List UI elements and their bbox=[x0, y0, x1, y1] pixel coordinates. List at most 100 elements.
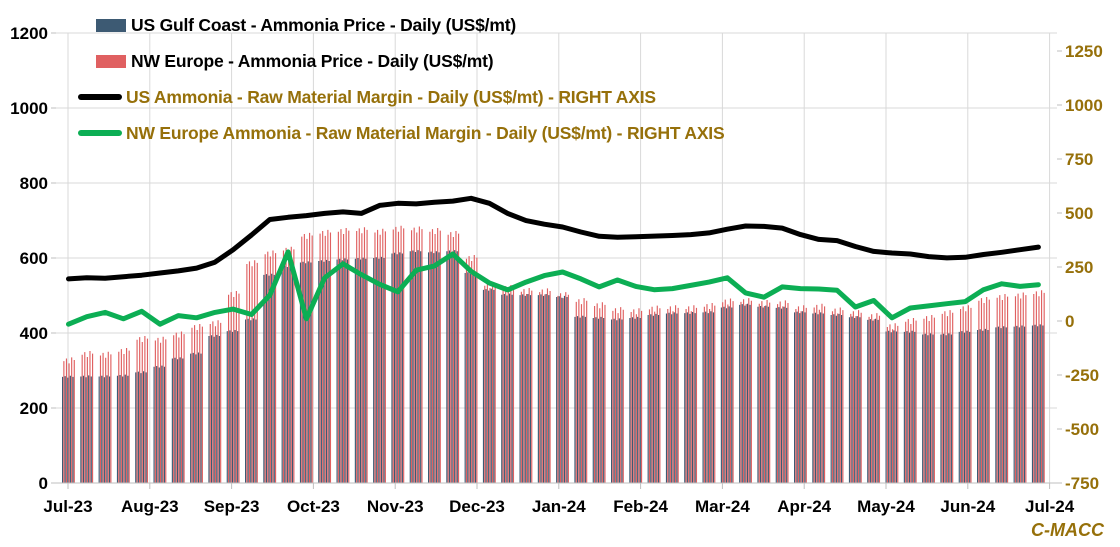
us-price-bar bbox=[1018, 327, 1020, 483]
nw-price-bar bbox=[92, 353, 94, 483]
nw-price-bar bbox=[729, 298, 732, 483]
month-label: Apr-24 bbox=[777, 497, 831, 516]
us-price-bar bbox=[171, 358, 173, 483]
nw-price-bar bbox=[489, 288, 491, 483]
nw-price-bar bbox=[777, 304, 779, 483]
right-axis-tick-label: 0 bbox=[1065, 312, 1074, 331]
nw-price-bar bbox=[196, 330, 198, 483]
nw-price-bar bbox=[871, 314, 873, 483]
nw-price-bar bbox=[165, 339, 167, 483]
month-label: Jul-23 bbox=[43, 497, 92, 516]
us-price-bar bbox=[629, 318, 631, 483]
nw-price-bar bbox=[855, 316, 857, 483]
nw-price-bar bbox=[251, 266, 253, 483]
us-price-bar bbox=[812, 313, 814, 483]
us-price-bar bbox=[394, 252, 396, 483]
nw-price-bar bbox=[473, 255, 475, 483]
nw-price-bar bbox=[740, 301, 742, 483]
nw-price-bar bbox=[724, 299, 726, 483]
nw-price-bar bbox=[748, 298, 750, 483]
us-price-bar bbox=[801, 311, 803, 483]
us-price-bar bbox=[409, 251, 411, 483]
nw-price-bar bbox=[267, 251, 269, 483]
nw-price-bar bbox=[586, 300, 588, 483]
nw-price-bar bbox=[852, 311, 854, 483]
us-price-bar bbox=[323, 261, 325, 483]
us-price-bar bbox=[1034, 324, 1036, 483]
us-price-bar bbox=[82, 375, 85, 483]
us-price-bar bbox=[362, 257, 364, 483]
nw-price-bar bbox=[596, 303, 598, 483]
us-price-bar bbox=[786, 307, 788, 483]
nw-price-bar bbox=[86, 357, 88, 483]
nw-price-bar bbox=[395, 226, 397, 483]
us-price-bar bbox=[265, 274, 268, 483]
us-price-bar bbox=[595, 317, 597, 483]
nw-price-bar bbox=[523, 289, 525, 483]
us-price-bar bbox=[511, 294, 513, 483]
legend-swatch-nw-margin-line bbox=[78, 130, 122, 136]
us-price-bar bbox=[616, 320, 618, 483]
us-price-bar bbox=[859, 317, 861, 483]
us-price-bar bbox=[775, 307, 777, 483]
us-price-bar bbox=[577, 316, 579, 483]
nw-price-bar bbox=[180, 331, 183, 483]
nw-price-bar bbox=[154, 340, 156, 483]
nw-price-bar bbox=[541, 289, 543, 483]
nw-price-bar bbox=[583, 298, 585, 483]
us-price-bar bbox=[469, 273, 471, 483]
us-price-bar bbox=[890, 332, 892, 483]
us-price-bar bbox=[1000, 328, 1002, 483]
us-price-bar bbox=[982, 330, 984, 483]
nw-price-bar bbox=[146, 338, 149, 483]
nw-price-bar bbox=[886, 327, 888, 483]
nw-price-bar bbox=[732, 301, 734, 483]
us-price-bar bbox=[88, 375, 90, 483]
us-price-bar bbox=[190, 353, 192, 483]
nw-price-bar bbox=[217, 320, 219, 483]
nw-price-bar bbox=[403, 228, 405, 483]
nw-price-bar bbox=[944, 311, 946, 483]
nw-price-bar bbox=[303, 234, 305, 483]
nw-price-bar bbox=[418, 226, 420, 483]
us-price-bar bbox=[289, 265, 291, 483]
nw-price-bar bbox=[1014, 296, 1017, 483]
us-price-bar bbox=[760, 306, 762, 483]
nw-price-bar bbox=[630, 312, 632, 483]
nw-price-bar bbox=[967, 305, 969, 483]
nw-price-bar bbox=[256, 262, 258, 483]
nw-price-bar bbox=[894, 323, 896, 483]
us-price-bar bbox=[524, 295, 526, 483]
nw-price-bar bbox=[988, 299, 990, 483]
watermark: C-MACC bbox=[1031, 520, 1104, 540]
us-price-bar bbox=[739, 304, 741, 483]
us-price-bar bbox=[247, 318, 249, 483]
nw-price-bar bbox=[361, 233, 363, 483]
us-price-bar bbox=[932, 334, 934, 483]
left-axis-tick-label: 1000 bbox=[10, 99, 48, 118]
nw-price-bar bbox=[494, 284, 496, 483]
nw-price-bar bbox=[876, 313, 878, 483]
us-price-bar bbox=[1021, 325, 1023, 483]
us-price-bar bbox=[545, 294, 547, 483]
us-price-bar bbox=[163, 366, 166, 483]
us-price-bar bbox=[665, 313, 668, 483]
us-price-bar bbox=[686, 312, 688, 483]
us-price-bar bbox=[556, 297, 558, 483]
nw-price-bar bbox=[397, 231, 400, 483]
nw-price-bar bbox=[690, 311, 692, 483]
us-price-bar bbox=[906, 331, 908, 483]
us-price-bar bbox=[611, 319, 613, 483]
nw-price-bar bbox=[837, 313, 839, 483]
nw-price-bar bbox=[128, 350, 130, 483]
nw-price-bar bbox=[706, 304, 708, 483]
left-axis-tick-label: 0 bbox=[39, 474, 48, 493]
us-price-bar bbox=[399, 252, 401, 483]
nw-price-bar bbox=[949, 310, 951, 483]
us-price-bar bbox=[380, 256, 383, 483]
nw-price-bar bbox=[803, 305, 805, 483]
nw-price-bar bbox=[578, 299, 580, 483]
us-price-bar bbox=[835, 315, 837, 483]
us-price-bar bbox=[135, 372, 137, 483]
